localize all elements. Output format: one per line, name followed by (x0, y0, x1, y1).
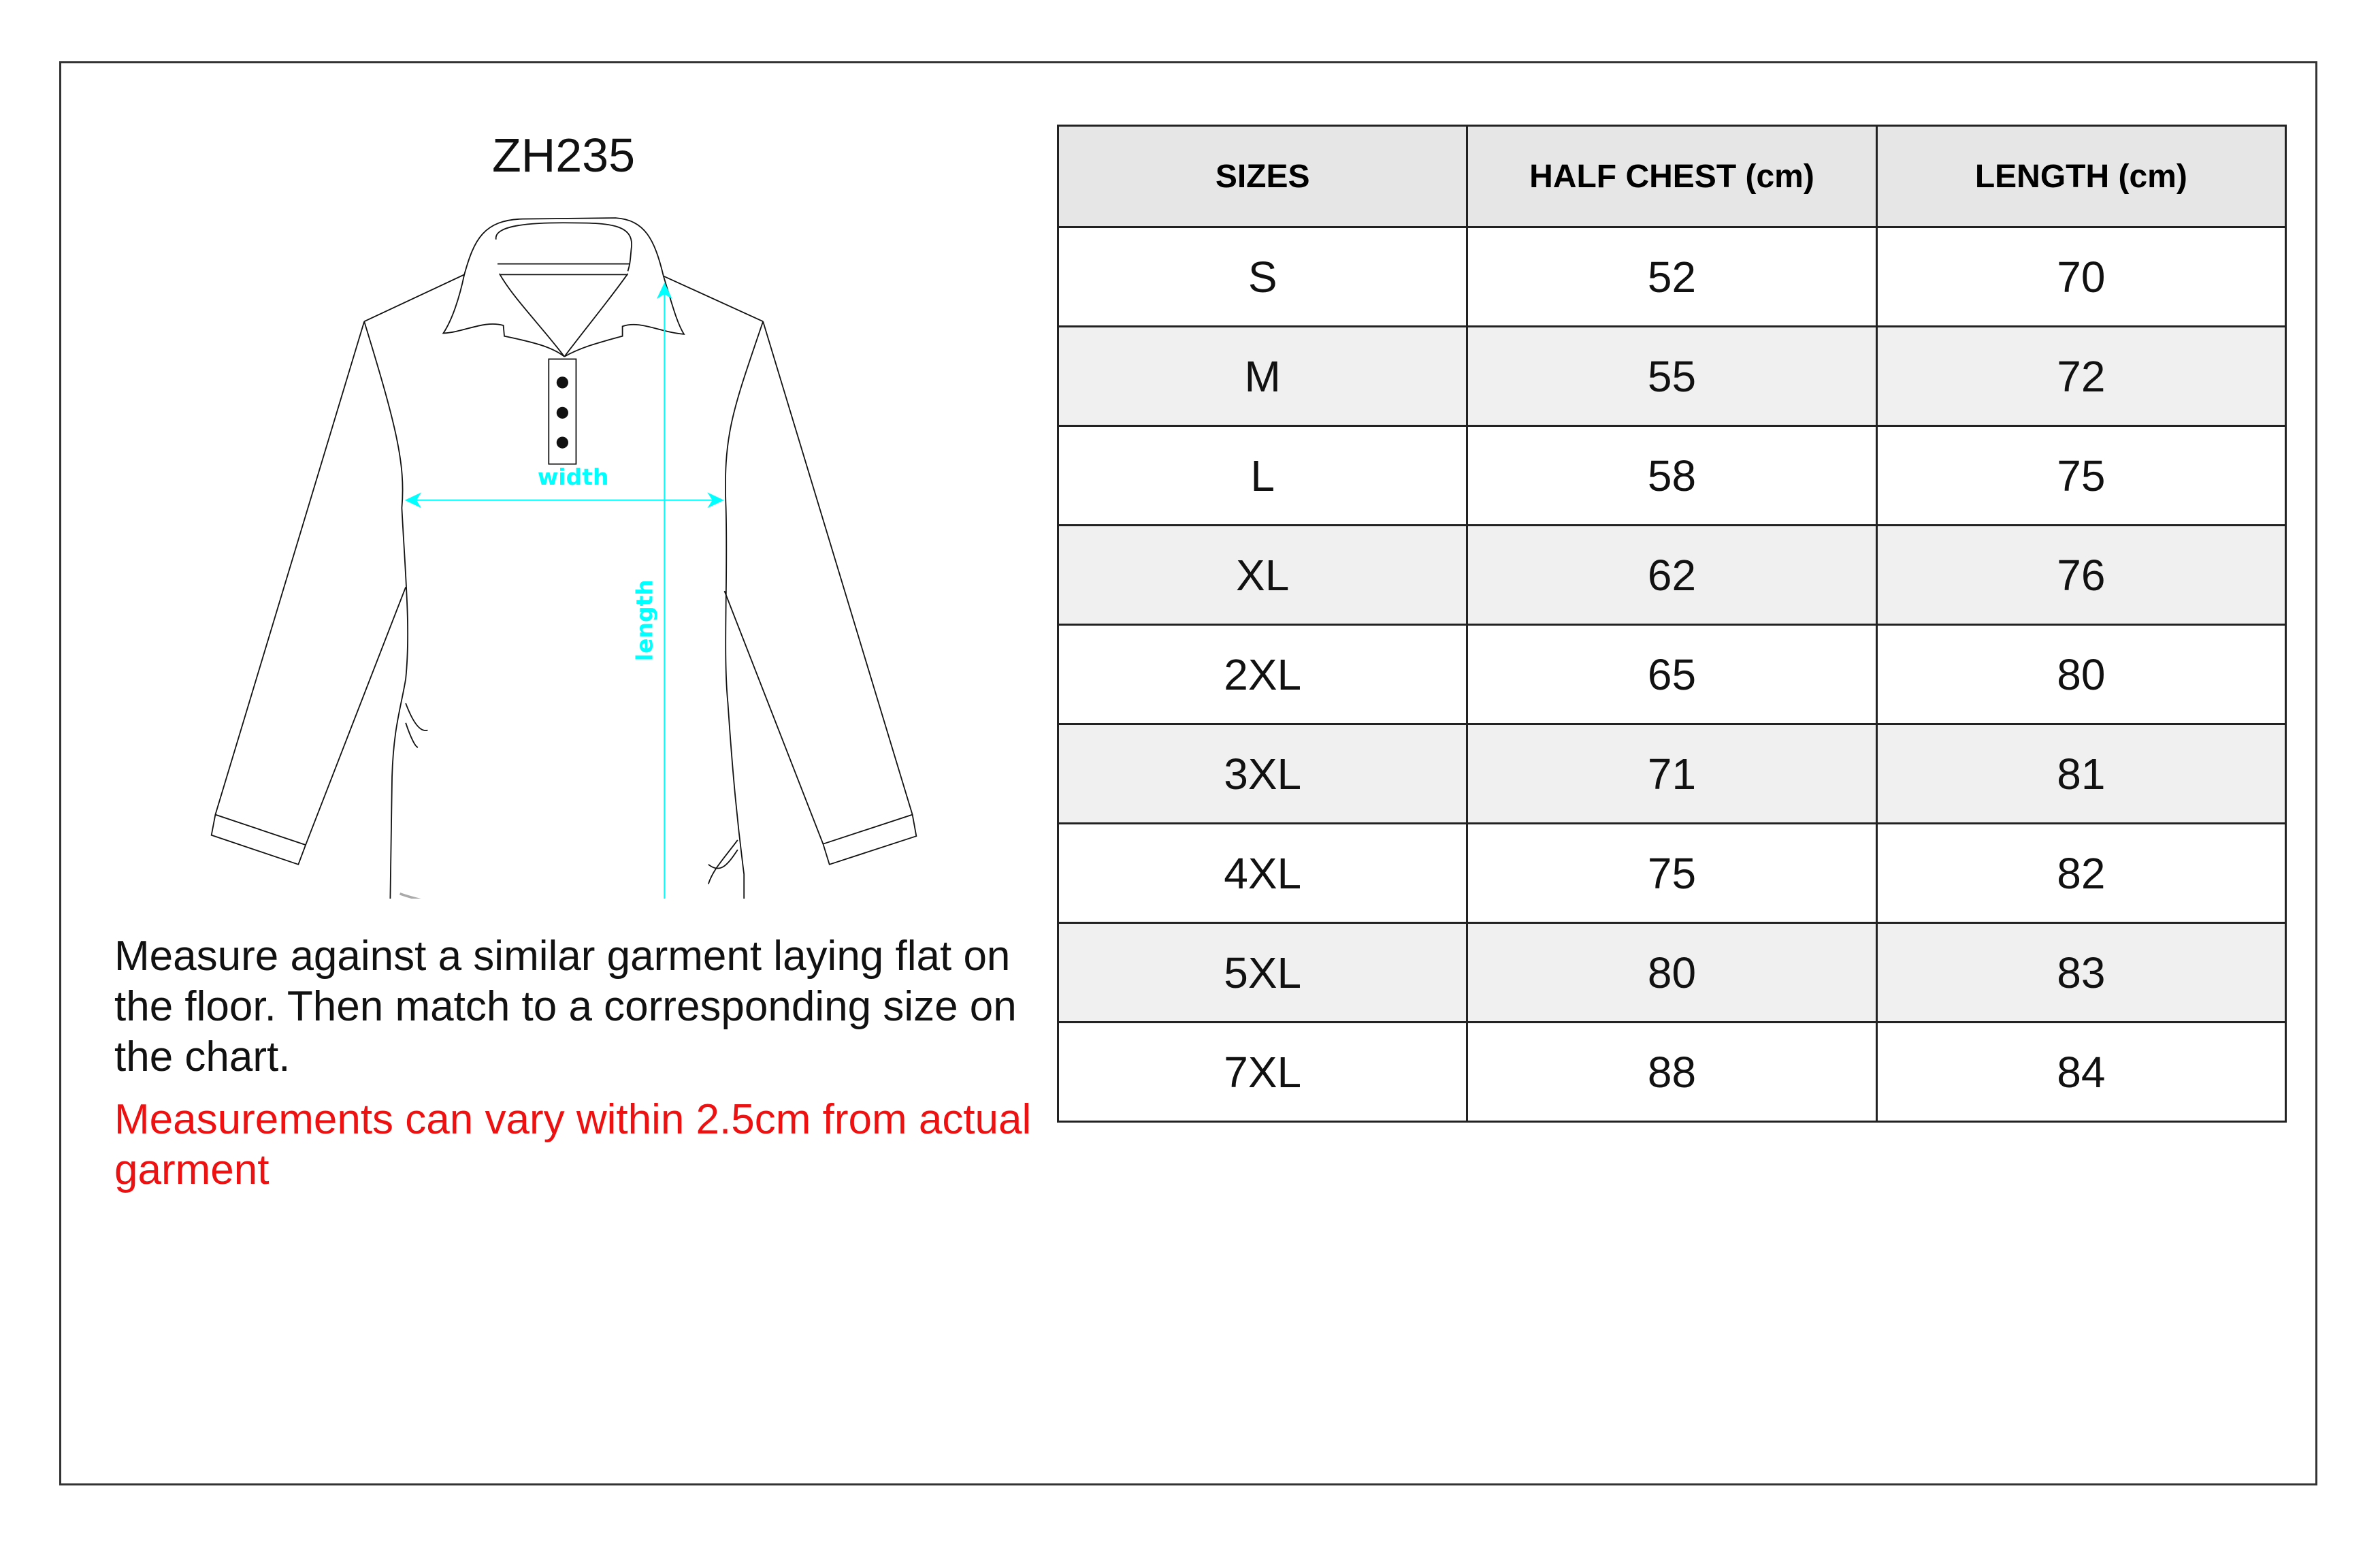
table-header-row: SIZES HALF CHEST (cm) LENGTH (cm) (1056, 125, 2287, 228)
length-cell: 80 (1875, 624, 2287, 725)
size-cell: 4XL (1056, 822, 1469, 924)
length-cell: 75 (1875, 425, 2287, 526)
size-cell: L (1056, 425, 1469, 526)
length-cell: 82 (1875, 822, 2287, 924)
header-sizes: SIZES (1056, 125, 1469, 228)
placket-buttons (556, 376, 568, 449)
half-chest-cell: 52 (1466, 226, 1878, 327)
product-code: ZH235 (491, 129, 636, 182)
table-row: M 55 72 (1056, 325, 2287, 427)
measurement-instructions: Measure against a similar garment laying… (114, 933, 1017, 1080)
half-chest-cell: 62 (1466, 524, 1878, 626)
half-chest-cell: 75 (1466, 822, 1878, 924)
size-chart-table: SIZES HALF CHEST (cm) LENGTH (cm) S 52 70 M… (1056, 125, 2287, 1123)
button-icon (556, 436, 568, 449)
size-cell: 3XL (1056, 723, 1469, 824)
table-row: S 52 70 (1056, 226, 2287, 327)
length-cell: 72 (1875, 325, 2287, 427)
half-chest-cell: 71 (1466, 723, 1878, 824)
length-cell: 70 (1875, 226, 2287, 327)
width-label: width (538, 464, 609, 490)
table-row: 3XL 71 81 (1056, 723, 2287, 824)
length-label: length (631, 579, 657, 661)
half-chest-cell: 80 (1466, 922, 1878, 1023)
length-cell: 83 (1875, 922, 2287, 1023)
table-row: XL 62 76 (1056, 524, 2287, 626)
half-chest-cell: 65 (1466, 624, 1878, 725)
shirt-diagram: width length (210, 217, 917, 899)
header-half-chest: HALF CHEST (cm) (1466, 125, 1878, 228)
half-chest-cell: 55 (1466, 325, 1878, 427)
table-row: L 58 75 (1056, 425, 2287, 526)
table-row: 5XL 80 83 (1056, 922, 2287, 1023)
width-arrow (404, 492, 724, 509)
table-row: 4XL 75 82 (1056, 822, 2287, 924)
length-arrow (656, 282, 672, 899)
length-cell: 76 (1875, 524, 2287, 626)
button-icon (556, 376, 568, 389)
header-length: LENGTH (cm) (1875, 125, 2287, 228)
half-chest-cell: 88 (1466, 1021, 1878, 1123)
half-chest-cell: 58 (1466, 425, 1878, 526)
table-row: 2XL 65 80 (1056, 624, 2287, 725)
measurement-warning: Measurements can vary within 2.5cm from … (114, 1096, 1032, 1193)
size-cell: 7XL (1056, 1021, 1469, 1123)
size-cell: S (1056, 226, 1469, 327)
length-cell: 84 (1875, 1021, 2287, 1123)
size-cell: M (1056, 325, 1469, 427)
shirt-outline (210, 217, 917, 899)
button-icon (556, 406, 568, 419)
size-cell: XL (1056, 524, 1469, 626)
size-cell: 2XL (1056, 624, 1469, 725)
length-cell: 81 (1875, 723, 2287, 824)
page-frame (59, 61, 2317, 1485)
table-row: 7XL 88 84 (1056, 1021, 2287, 1123)
size-cell: 5XL (1056, 922, 1469, 1023)
